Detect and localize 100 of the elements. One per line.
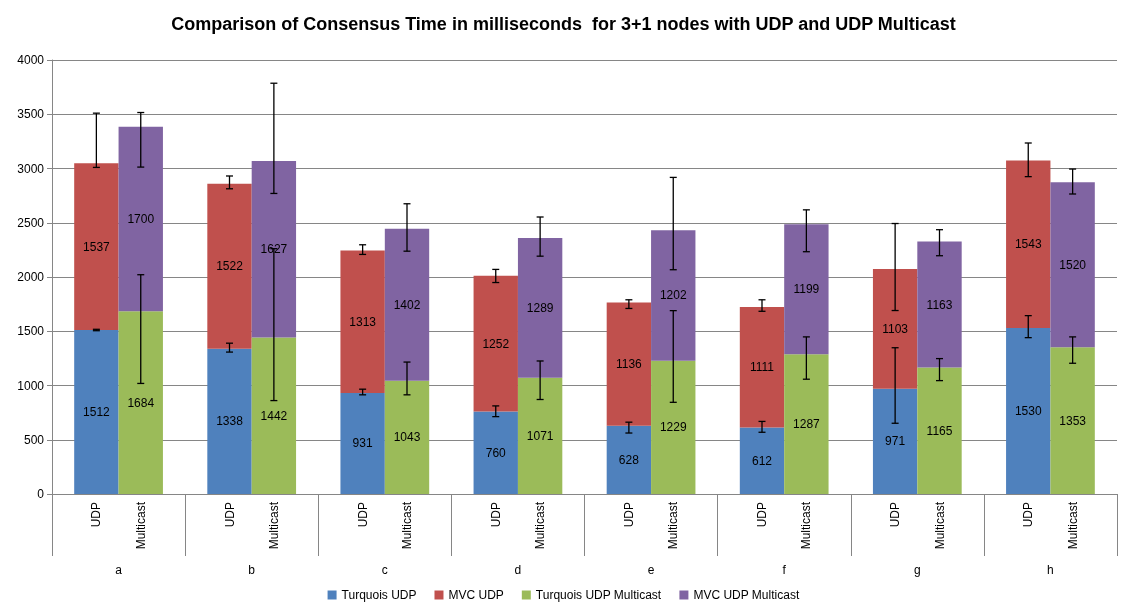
data-label: 1313 <box>349 314 377 329</box>
data-label: 1202 <box>659 288 687 303</box>
x-tick-label: UDP <box>1021 502 1036 528</box>
data-label: 1512 <box>83 404 111 419</box>
bar <box>1006 328 1051 494</box>
legend-label: Turquois UDP Multicast <box>535 588 662 602</box>
data-label: 1043 <box>393 430 421 445</box>
data-label: 1111 <box>749 360 775 375</box>
bar <box>517 237 563 378</box>
text: f <box>782 563 787 577</box>
bar <box>517 377 563 494</box>
data-label: 1442 <box>260 408 288 423</box>
bar <box>384 380 430 494</box>
data-label: 1402 <box>393 297 421 312</box>
data-label: 1199 <box>793 282 820 297</box>
y-tick-label: 0 <box>37 487 45 501</box>
bar <box>739 427 785 494</box>
bar <box>606 425 652 494</box>
bar <box>118 311 163 494</box>
bar <box>651 230 696 361</box>
bar <box>1050 182 1095 348</box>
data-label: 1520 <box>1059 257 1087 272</box>
data-label: 1522 <box>216 259 244 274</box>
bar <box>784 354 829 494</box>
text: b <box>248 563 256 577</box>
x-tick-label: UDP <box>621 502 636 528</box>
data-label: 760 <box>485 445 507 460</box>
bar <box>207 183 252 349</box>
x-tick-label: Multicast <box>133 501 148 550</box>
data-label: 1684 <box>127 395 155 410</box>
y-tick-label: 4000 <box>17 53 45 67</box>
bar <box>384 228 430 381</box>
data-label: 628 <box>618 452 640 467</box>
bar <box>1006 160 1051 328</box>
x-tick-label: UDP <box>355 502 370 528</box>
legend-label: MVC UDP Multicast <box>693 588 800 602</box>
y-tick-label: 2000 <box>17 270 45 284</box>
bar <box>74 163 119 330</box>
data-label: 1627 <box>260 242 288 257</box>
x-tick-label: Multicast <box>666 501 681 550</box>
bar <box>739 307 785 428</box>
data-label: 1165 <box>926 423 953 438</box>
x-tick-label: UDP <box>89 502 104 528</box>
bar <box>872 388 918 494</box>
bar <box>118 126 163 312</box>
bar <box>473 275 518 412</box>
bar <box>872 268 918 389</box>
data-label: 1287 <box>793 417 821 432</box>
data-label: 1103 <box>882 321 909 336</box>
data-label: 1530 <box>1014 404 1042 418</box>
text: h <box>1047 563 1054 577</box>
bar <box>1050 347 1095 494</box>
data-label: 1700 <box>127 212 155 227</box>
data-label: 1338 <box>216 414 244 429</box>
chart-title: Comparison of Consensus Time in milliseconds for 3+1 nodes with UDP and UDP Multicast <box>171 14 956 34</box>
bar <box>651 360 696 494</box>
x-tick-label: Multicast <box>1065 501 1080 550</box>
data-label: 1136 <box>615 357 643 372</box>
text: g <box>913 563 921 577</box>
y-tick-label: 3500 <box>17 107 45 122</box>
data-label: 1229 <box>659 420 687 435</box>
y-tick-label: 500 <box>23 432 45 447</box>
bar <box>606 302 652 426</box>
bar <box>473 411 518 494</box>
x-tick-label: Multicast <box>799 501 814 550</box>
bar <box>251 161 297 338</box>
x-tick-label: Multicast <box>932 501 947 550</box>
data-label: 1537 <box>83 239 111 254</box>
y-tick-label: 3000 <box>17 161 45 176</box>
bar <box>74 329 119 494</box>
x-tick-label: UDP <box>888 502 903 528</box>
y-tick-label: 1500 <box>17 324 45 339</box>
bar <box>340 392 385 494</box>
x-tick-label: Multicast <box>266 501 281 550</box>
bar <box>917 241 962 368</box>
bar <box>340 250 385 393</box>
data-label: 1252 <box>482 336 510 351</box>
x-tick-label: Multicast <box>533 501 548 550</box>
bar <box>917 367 962 494</box>
y-tick-label: 1000 <box>17 378 45 393</box>
data-label: 1543 <box>1014 237 1042 252</box>
data-label: 612 <box>751 453 773 468</box>
text: d <box>514 563 522 577</box>
data-label: 1289 <box>526 300 554 315</box>
data-label: 1071 <box>526 428 554 443</box>
y-tick-label: 2500 <box>17 215 45 230</box>
x-tick-label: UDP <box>488 502 503 528</box>
data-label: 1353 <box>1059 413 1087 428</box>
data-label: 931 <box>352 436 373 451</box>
bar <box>207 348 252 494</box>
bar <box>251 337 297 494</box>
data-label: 971 <box>885 434 906 449</box>
text: c <box>381 563 388 577</box>
legend-label: MVC UDP <box>448 588 504 602</box>
x-tick-label: UDP <box>755 502 769 528</box>
text: a <box>115 563 123 577</box>
x-tick-label: Multicast <box>400 501 414 550</box>
text: e <box>647 563 655 577</box>
legend-label: Turquois UDP <box>341 588 417 602</box>
x-tick-label: UDP <box>222 502 237 528</box>
